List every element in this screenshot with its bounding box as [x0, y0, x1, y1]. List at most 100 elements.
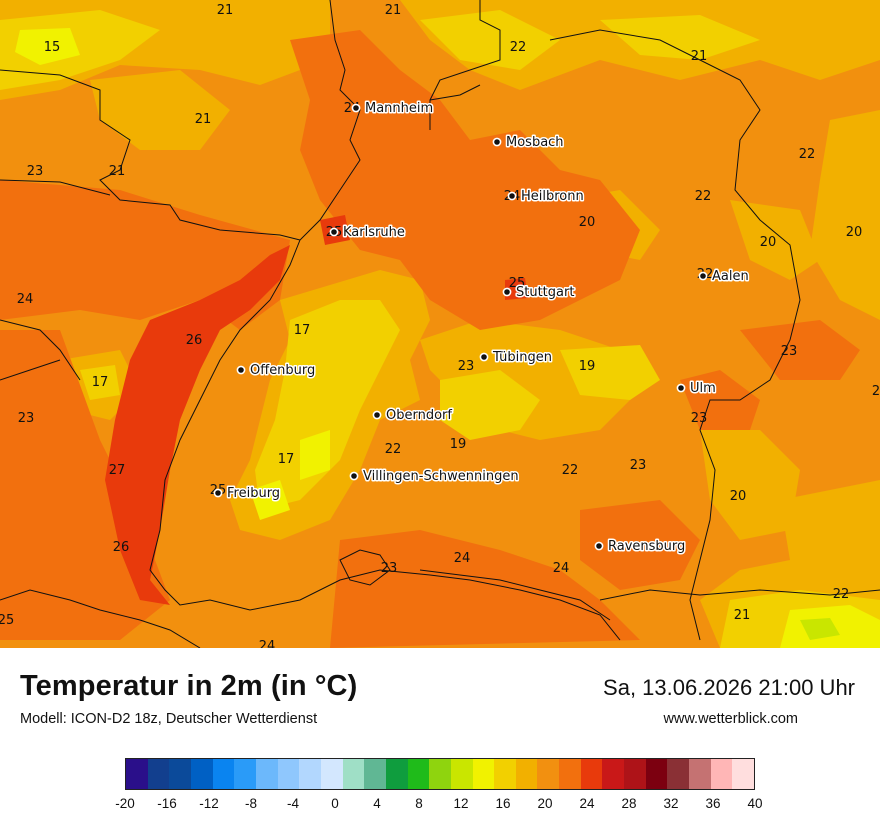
color-scale-tick-label: -8: [244, 796, 258, 811]
temperature-map: 21 21 15 22 21 21 24 22 23 21 24 22 20 25 20 20 25 22 24 17…: [0, 0, 880, 648]
temperature-labels: 21 21 15 22 21 21 24 22 23 21 24 22 20 25 20 20 25 22 24 17…: [0, 3, 880, 648]
city-marker: Stuttgart: [502, 284, 576, 302]
color-scale-tick-label: 4: [373, 796, 381, 811]
city-label: Offenburg: [250, 363, 315, 378]
color-scale-tick-label: 40: [747, 796, 763, 811]
color-scale-swatch: [494, 759, 516, 789]
city-dot: [351, 103, 361, 113]
temperature-value: 22: [385, 442, 402, 457]
color-scale-swatch: [342, 759, 365, 789]
color-scale-tick-label: 16: [495, 796, 511, 811]
color-scale-bar: [125, 758, 755, 790]
city-marker: Mannheim: [351, 100, 435, 118]
city-dot: [676, 383, 686, 393]
temperature-value: 23: [27, 164, 44, 179]
city-dot: [698, 271, 708, 281]
color-scale-ticks: -20 -16 -12 -8 -4 0 4 8 12 16 20 24 28 32 36 40: [115, 796, 762, 814]
color-scale-tick-label: -12: [199, 796, 219, 811]
temperature-value: 23: [458, 359, 475, 374]
warm-regions: [0, 30, 860, 648]
city-dot: [594, 541, 604, 551]
color-scale-swatch: [559, 759, 581, 789]
temperature-value: 15: [44, 40, 61, 55]
city-dot: [479, 352, 489, 362]
temperature-value: 19: [579, 359, 596, 374]
temperature-value: 20: [579, 215, 596, 230]
color-scale-swatch: [169, 759, 191, 789]
temperature-value: 24: [454, 551, 471, 566]
city-label: Ravensburg: [608, 539, 685, 554]
temperature-value: 17: [92, 375, 109, 390]
city-dot: [492, 137, 502, 147]
temperature-value: 24: [553, 561, 570, 576]
temperature-value: 20: [846, 225, 863, 240]
website-link[interactable]: www.wetterblick.com: [663, 711, 798, 727]
city-marker: Karlsruhe: [329, 224, 406, 242]
city-marker: Oberndorf: [372, 407, 454, 425]
color-scale-tick-label: 28: [621, 796, 637, 811]
color-scale-swatch: [710, 759, 733, 789]
city-label: Aalen: [712, 269, 749, 284]
color-scale-swatch: [407, 759, 430, 789]
city-marker: Tübingen: [479, 349, 554, 367]
temperature-value: 22: [510, 40, 527, 55]
temperature-value: 24: [259, 639, 276, 648]
map-footer: Temperatur in 2m (in °C) Modell: ICON-D2…: [0, 648, 880, 830]
city-marker: Aalen: [698, 268, 750, 286]
temperature-value: 27: [109, 463, 126, 478]
color-scale-swatch: [537, 759, 560, 789]
color-scale-tick-label: 12: [453, 796, 469, 811]
color-scale-swatch: [364, 759, 386, 789]
color-scale-tick-label: -4: [286, 796, 300, 811]
city-label: Oberndorf: [386, 408, 452, 423]
forecast-datetime: Sa, 13.06.2026 21:00 Uhr: [603, 675, 855, 700]
temperature-value: 22: [833, 587, 850, 602]
city-marker: Villingen-Schwenningen: [349, 468, 520, 486]
city-dot: [349, 471, 359, 481]
temperature-value: 21: [217, 3, 234, 18]
city-label: Ulm: [690, 381, 716, 396]
color-scale-tick-label: 24: [579, 796, 595, 811]
temperature-value: 24: [17, 292, 34, 307]
color-scale-swatch: [320, 759, 343, 789]
color-scale-swatch: [645, 759, 668, 789]
color-scale-tick-label: -16: [157, 796, 177, 811]
color-scale-swatch: [602, 759, 625, 789]
city-marker: Mosbach: [492, 134, 565, 152]
color-scale-swatch: [385, 759, 408, 789]
temperature-value: 21: [385, 3, 402, 18]
color-scale-swatch: [147, 759, 170, 789]
temperature-value: 23: [630, 458, 647, 473]
color-scale-tick-label: 32: [663, 796, 679, 811]
temperature-value: 21: [691, 49, 708, 64]
city-marker: Ravensburg: [594, 538, 687, 556]
temperature-value: 2: [872, 384, 880, 399]
city-dot: [502, 287, 512, 297]
color-scale-tick-label: -20: [115, 796, 135, 811]
color-scale-swatch: [429, 759, 451, 789]
temperature-value: 22: [695, 189, 712, 204]
city-marker: Ulm: [676, 380, 717, 398]
temperature-value: 21: [734, 608, 751, 623]
temperature-value: 23: [691, 411, 708, 426]
color-scale-swatch: [515, 759, 538, 789]
color-scale-tick-label: 8: [415, 796, 423, 811]
city-label: Heilbronn: [521, 189, 584, 204]
temperature-value: 25: [0, 613, 14, 628]
temperature-value: 20: [730, 489, 747, 504]
color-scale-swatch: [472, 759, 495, 789]
city-marker: Offenburg: [236, 362, 317, 380]
color-scale-swatch: [624, 759, 646, 789]
city-label: Mosbach: [506, 135, 564, 150]
temperature-value: 20: [760, 235, 777, 250]
color-scale-swatch: [732, 759, 755, 789]
temperature-value: 25: [509, 276, 526, 291]
temperature-value: 17: [278, 452, 295, 467]
color-scale-swatch: [689, 759, 711, 789]
color-scale-tick-label: 36: [705, 796, 721, 811]
city-label: Stuttgart: [516, 285, 574, 300]
city-label: Villingen-Schwenningen: [363, 469, 519, 484]
color-scale-swatch: [450, 759, 473, 789]
temperature-value: 23: [381, 561, 398, 576]
city-markers: Mannheim Mosbach Heilbronn Karlsruhe Aalen St…: [213, 100, 750, 556]
